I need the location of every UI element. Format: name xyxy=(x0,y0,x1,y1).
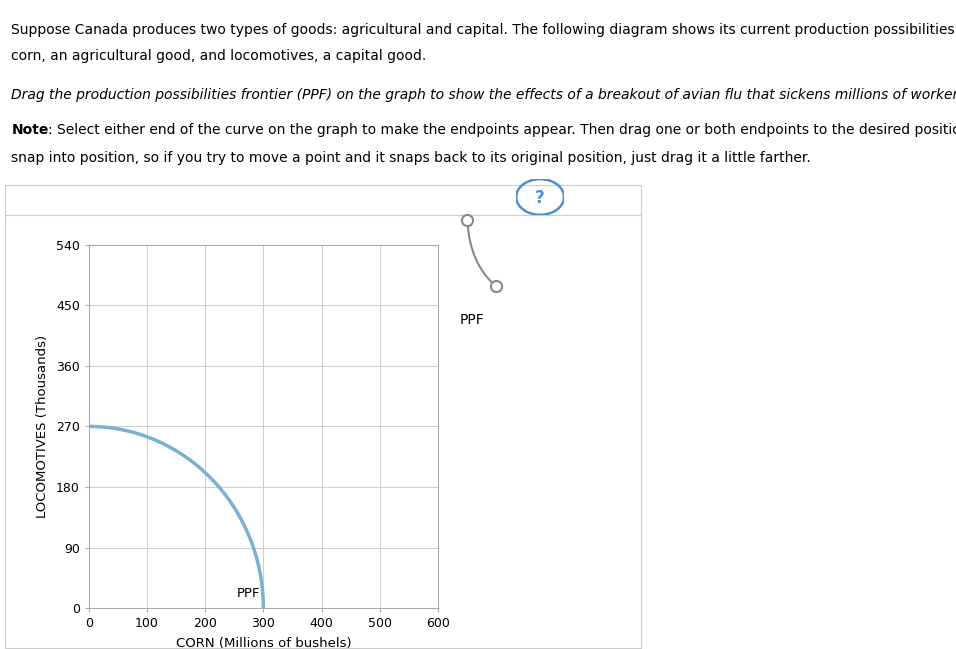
Text: : Select either end of the curve on the graph to make the endpoints appear. Then: : Select either end of the curve on the … xyxy=(48,123,956,138)
X-axis label: CORN (Millions of bushels): CORN (Millions of bushels) xyxy=(176,637,351,649)
Text: ?: ? xyxy=(535,190,545,208)
Text: corn, an agricultural good, and locomotives, a capital good.: corn, an agricultural good, and locomoti… xyxy=(11,49,426,63)
Y-axis label: LOCOMOTIVES (Thousands): LOCOMOTIVES (Thousands) xyxy=(36,335,49,518)
Text: Suppose Canada produces two types of goods: agricultural and capital. The follow: Suppose Canada produces two types of goo… xyxy=(11,23,956,37)
Text: PPF: PPF xyxy=(459,313,484,327)
Text: Note: Note xyxy=(11,123,49,138)
Text: snap into position, so if you try to move a point and it snaps back to its origi: snap into position, so if you try to mov… xyxy=(11,151,812,165)
Text: Drag the production possibilities frontier (PPF) on the graph to show the effect: Drag the production possibilities fronti… xyxy=(11,88,956,102)
Text: PPF: PPF xyxy=(237,587,261,600)
